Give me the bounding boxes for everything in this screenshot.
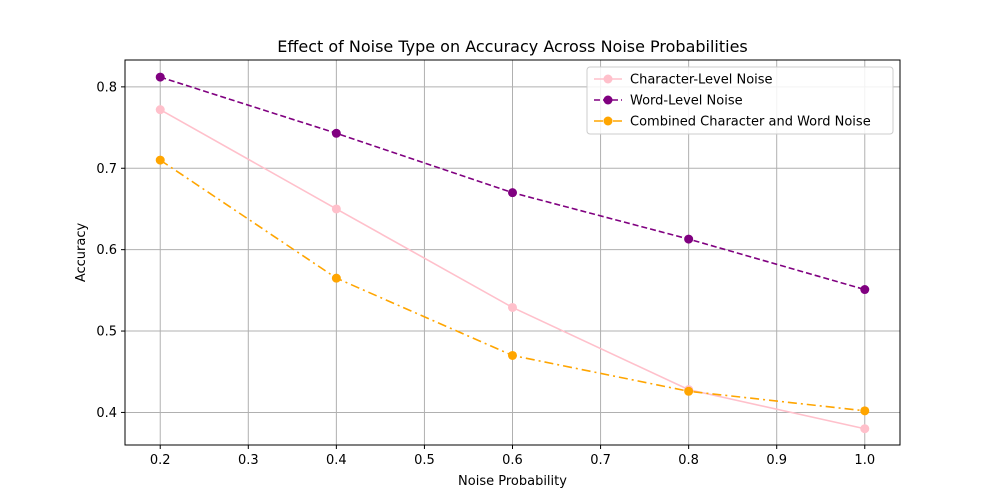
data-point bbox=[860, 285, 870, 295]
x-tick-label: 0.5 bbox=[414, 453, 435, 468]
legend-box bbox=[586, 66, 894, 135]
x-tick-label: 0.6 bbox=[502, 453, 523, 468]
data-point bbox=[684, 386, 694, 396]
data-point bbox=[155, 105, 165, 115]
y-tick-label: 0.7 bbox=[96, 162, 117, 177]
x-tick-label: 0.3 bbox=[238, 453, 259, 468]
y-tick-label: 0.6 bbox=[96, 243, 117, 258]
y-axis-title: Accuracy bbox=[74, 223, 89, 283]
data-point bbox=[331, 128, 341, 138]
legend-marker bbox=[603, 116, 613, 126]
data-point bbox=[508, 188, 517, 198]
series-group bbox=[155, 72, 870, 434]
x-tick-label: 0.8 bbox=[678, 453, 699, 468]
y-tick-label: 0.8 bbox=[96, 80, 117, 95]
legend-label: Word-Level Noise bbox=[630, 94, 743, 109]
ticks: 0.2 0.3 0.4 0.5 0.6 0.7 0.8 0.9 1.0 0.4 0.5 0.6 0.7 0… bbox=[96, 80, 875, 468]
chart-title: Effect of Noise Type on Accuracy Across … bbox=[277, 37, 748, 56]
data-point bbox=[155, 72, 165, 82]
y-tick-label: 0.4 bbox=[96, 406, 117, 421]
data-point bbox=[331, 273, 341, 283]
x-tick-label: 0.4 bbox=[326, 453, 347, 468]
legend-marker bbox=[603, 95, 613, 105]
data-point bbox=[331, 204, 341, 214]
data-point bbox=[684, 234, 694, 244]
legend-label: Combined Character and Word Noise bbox=[630, 115, 871, 130]
x-tick-label: 1.0 bbox=[854, 453, 875, 468]
data-point bbox=[860, 406, 870, 416]
legend: Character-Level Noise Word-Level Noise Com… bbox=[586, 66, 894, 135]
y-tick-label: 0.5 bbox=[96, 325, 117, 340]
x-tick-label: 0.9 bbox=[766, 453, 787, 468]
data-point bbox=[155, 155, 165, 165]
legend-label: Character-Level Noise bbox=[630, 73, 773, 88]
x-tick-label: 0.2 bbox=[150, 453, 171, 468]
data-point bbox=[508, 350, 517, 360]
data-point bbox=[860, 424, 870, 434]
x-axis-title: Noise Probability bbox=[458, 474, 567, 489]
data-point bbox=[508, 302, 517, 312]
legend-marker bbox=[603, 74, 613, 84]
x-tick-label: 0.7 bbox=[590, 453, 611, 468]
